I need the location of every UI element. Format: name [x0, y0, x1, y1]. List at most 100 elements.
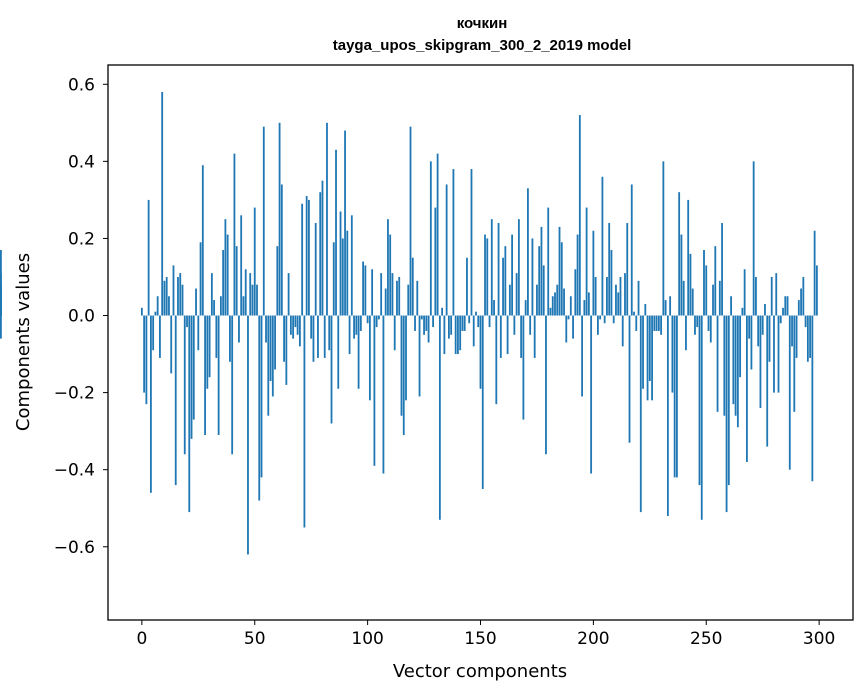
- bar: [685, 315, 687, 351]
- y-axis: −0.6 −0.4 −0.2 0.0 0.2 0.4 0.6: [54, 75, 108, 558]
- bar: [653, 315, 656, 331]
- bar: [791, 315, 793, 347]
- bar: [815, 265, 818, 316]
- bar: [283, 315, 285, 362]
- bar: [651, 315, 653, 401]
- bar: [554, 292, 556, 316]
- bar: [206, 315, 209, 389]
- bar: [190, 315, 193, 439]
- y-axis-label: Components values: [13, 253, 34, 431]
- y-tick-label: 0.6: [68, 75, 95, 95]
- bar: [359, 315, 362, 331]
- bar: [797, 300, 800, 316]
- bar: [666, 315, 669, 516]
- bar: [712, 284, 714, 316]
- bar: [436, 153, 439, 316]
- bar: [682, 280, 685, 316]
- bar: [739, 315, 742, 378]
- bar: [466, 257, 468, 316]
- bar: [540, 226, 543, 316]
- bar: [319, 192, 322, 316]
- bar: [454, 315, 457, 355]
- bar: [601, 176, 604, 316]
- bar: [452, 169, 455, 316]
- bar: [260, 315, 263, 478]
- bar: [210, 273, 213, 316]
- bar: [459, 315, 462, 351]
- bar: [296, 315, 299, 335]
- bar: [470, 169, 473, 316]
- bar: [314, 223, 317, 316]
- bar: [475, 311, 477, 316]
- bar: [289, 315, 292, 335]
- bar: [531, 238, 534, 316]
- bar: [660, 315, 663, 335]
- bar: [786, 296, 789, 316]
- bar: [707, 315, 710, 331]
- bar: [339, 211, 342, 316]
- bar: [156, 296, 159, 316]
- bar: [405, 315, 407, 401]
- bar: [639, 315, 642, 513]
- bar: [572, 315, 574, 339]
- bar: [497, 223, 500, 316]
- bar: [766, 315, 769, 447]
- bar: [145, 315, 148, 405]
- bar: [628, 315, 631, 443]
- bar: [795, 315, 798, 358]
- bar: [303, 315, 306, 528]
- bar: [181, 284, 184, 316]
- bar: [472, 315, 475, 347]
- bar: [517, 219, 520, 316]
- bar: [730, 296, 732, 316]
- bar: [267, 315, 270, 416]
- bar: [240, 215, 243, 316]
- x-tick-label: 150: [464, 629, 496, 649]
- x-tick-label: 200: [577, 629, 609, 649]
- bar: [298, 315, 301, 347]
- bar: [813, 230, 816, 316]
- bar: [247, 315, 249, 555]
- bar: [179, 273, 182, 316]
- bar: [522, 315, 525, 420]
- bar: [508, 284, 511, 316]
- bar: [301, 203, 304, 316]
- bar: [425, 315, 428, 331]
- bar: [669, 296, 672, 316]
- bar: [409, 126, 412, 316]
- bar: [596, 315, 599, 335]
- bar: [172, 265, 175, 316]
- bar: [536, 284, 538, 316]
- bar: [242, 296, 245, 316]
- bar: [506, 315, 509, 355]
- bar: [567, 315, 570, 320]
- bar: [396, 280, 398, 316]
- y-tick-label: 0.0: [68, 307, 95, 327]
- bar: [208, 315, 211, 378]
- bar: [391, 273, 394, 316]
- bar: [664, 300, 667, 316]
- bar: [378, 315, 380, 320]
- bar: [350, 215, 353, 316]
- bar: [578, 115, 581, 316]
- bar: [321, 180, 324, 316]
- bar: [407, 284, 410, 316]
- bar: [292, 315, 295, 339]
- bar: [770, 276, 773, 316]
- bar: [515, 273, 518, 316]
- bar: [644, 303, 647, 316]
- chart-title: кочкин: [457, 15, 508, 32]
- bar: [615, 284, 617, 316]
- bar: [511, 234, 514, 316]
- bar: [468, 315, 471, 324]
- bar: [217, 315, 220, 435]
- bar: [782, 307, 784, 316]
- bar: [445, 184, 448, 316]
- bar: [642, 315, 644, 389]
- bar: [457, 315, 459, 355]
- bar: [680, 234, 683, 316]
- bar: [152, 315, 155, 351]
- bar: [163, 280, 166, 316]
- bar: [488, 315, 491, 328]
- bar: [380, 273, 383, 316]
